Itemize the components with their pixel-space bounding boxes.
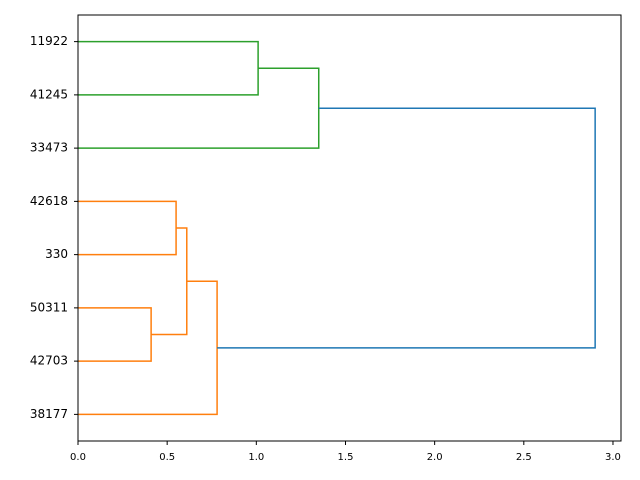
leaf-label: 41245	[30, 87, 68, 101]
leaf-label: 330	[45, 247, 68, 261]
link	[78, 40, 259, 96]
plot-frame	[77, 14, 622, 442]
link	[78, 200, 177, 256]
link	[217, 107, 596, 349]
link	[78, 280, 218, 416]
leaf-label: 11922	[30, 34, 68, 48]
leaf-label: 33473	[30, 141, 68, 155]
leaf-label: 38177	[30, 407, 68, 421]
x-tick-label: 0.0	[70, 452, 86, 463]
x-tick-label: 1.5	[338, 452, 354, 463]
x-tick-label: 3.0	[605, 452, 621, 463]
leaf-label: 42618	[30, 194, 68, 208]
link	[78, 67, 320, 149]
x-tick-label: 2.5	[516, 452, 532, 463]
leaf-label: 50311	[30, 300, 68, 314]
link	[151, 227, 188, 336]
link	[78, 307, 152, 362]
x-tick-label: 2.0	[427, 452, 443, 463]
leaf-label: 42703	[30, 354, 68, 368]
x-tick-label: 0.5	[159, 452, 175, 463]
x-tick-label: 1.0	[248, 452, 264, 463]
